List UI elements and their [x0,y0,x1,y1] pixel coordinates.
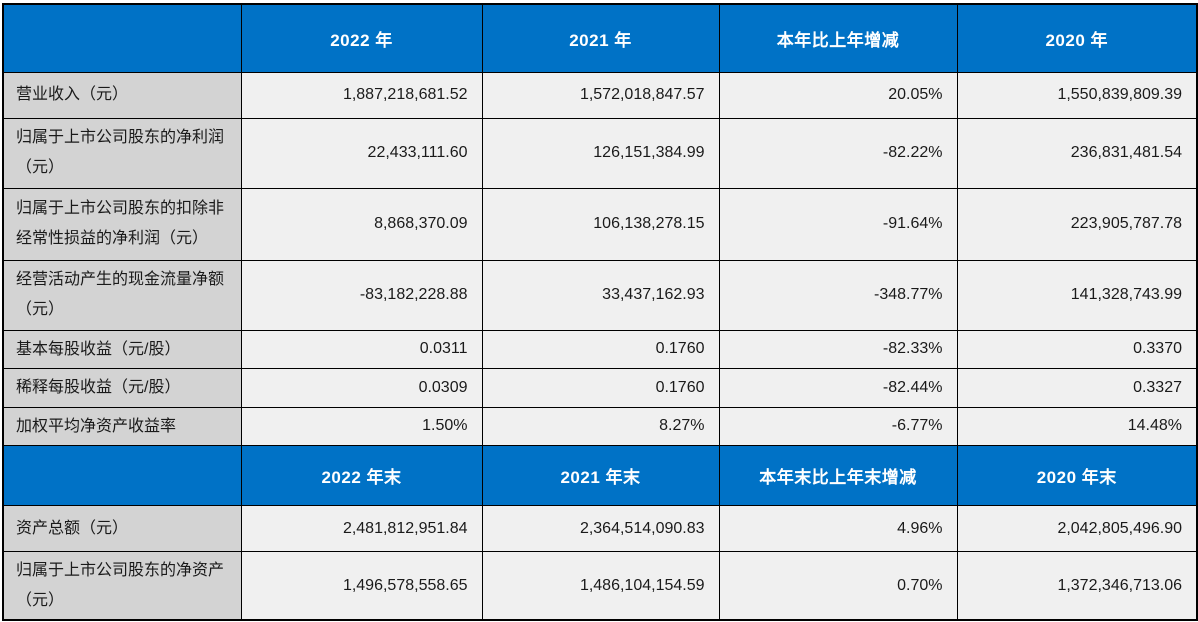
value-2022: 1.50% [240,406,483,447]
table-row-net-assets: 归属于上市公司股东的净资产（元） 1,496,578,558.65 1,486,… [2,551,1198,621]
value-2021: 33,437,162.93 [481,259,720,331]
value-2022: -83,182,228.88 [240,259,483,331]
value-2020: 223,905,787.78 [956,187,1198,261]
row-label: 营业收入（元） [2,71,242,119]
column-header-2021-yearend: 2021 年末 [481,445,720,507]
value-2021: 1,572,018,847.57 [481,71,720,119]
column-header-2022-yearend: 2022 年末 [240,445,483,507]
row-label: 归属于上市公司股东的扣除非经常性损益的净利润（元） [2,187,242,261]
column-header-2020: 2020 年 [956,3,1198,73]
corner-blank-cell [2,445,242,507]
value-change: 0.70% [718,551,958,621]
row-label: 稀释每股收益（元/股） [2,368,242,408]
value-2020: 1,550,839,809.39 [956,71,1198,119]
column-header-2021: 2021 年 [481,3,720,73]
value-2021: 0.1760 [481,329,720,370]
value-2022: 1,496,578,558.65 [240,551,483,621]
value-change: -82.33% [718,329,958,370]
table-row-total-assets: 资产总额（元） 2,481,812,951.84 2,364,514,090.8… [2,505,1198,553]
column-header-yearend-change: 本年末比上年末增减 [718,445,958,507]
table-row-weighted-avg-roe: 加权平均净资产收益率 1.50% 8.27% -6.77% 14.48% [2,406,1198,447]
value-2020: 1,372,346,713.06 [956,551,1198,621]
value-change: -91.64% [718,187,958,261]
section1-header-row: 2022 年 2021 年 本年比上年增减 2020 年 [2,3,1198,73]
row-label: 经营活动产生的现金流量净额（元） [2,259,242,331]
value-2021: 126,151,384.99 [481,117,720,189]
table-row-basic-eps: 基本每股收益（元/股） 0.0311 0.1760 -82.33% 0.3370 [2,329,1198,370]
column-header-yoy-change: 本年比上年增减 [718,3,958,73]
value-change: 4.96% [718,505,958,553]
value-change: -6.77% [718,406,958,447]
value-2022: 2,481,812,951.84 [240,505,483,553]
row-label: 资产总额（元） [2,505,242,553]
value-2021: 8.27% [481,406,720,447]
table-row-net-profit: 归属于上市公司股东的净利润（元） 22,433,111.60 126,151,3… [2,117,1198,189]
row-label: 归属于上市公司股东的净利润（元） [2,117,242,189]
value-2020: 0.3327 [956,368,1198,408]
table-row-diluted-eps: 稀释每股收益（元/股） 0.0309 0.1760 -82.44% 0.3327 [2,368,1198,408]
table-row-revenue: 营业收入（元） 1,887,218,681.52 1,572,018,847.5… [2,71,1198,119]
section2-header-row: 2022 年末 2021 年末 本年末比上年末增减 2020 年末 [2,445,1198,507]
row-label: 基本每股收益（元/股） [2,329,242,370]
value-2022: 0.0311 [240,329,483,370]
column-header-2022: 2022 年 [240,3,483,73]
value-2022: 0.0309 [240,368,483,408]
value-2020: 141,328,743.99 [956,259,1198,331]
column-header-2020-yearend: 2020 年末 [956,445,1198,507]
value-2022: 1,887,218,681.52 [240,71,483,119]
value-2020: 0.3370 [956,329,1198,370]
row-label: 归属于上市公司股东的净资产（元） [2,551,242,621]
value-2021: 0.1760 [481,368,720,408]
corner-blank-cell [2,3,242,73]
value-change: -82.22% [718,117,958,189]
value-change: 20.05% [718,71,958,119]
value-2020: 2,042,805,496.90 [956,505,1198,553]
table-row-operating-cash-flow: 经营活动产生的现金流量净额（元） -83,182,228.88 33,437,1… [2,259,1198,331]
value-2021: 2,364,514,090.83 [481,505,720,553]
table-row-net-profit-excl-nonrecurring: 归属于上市公司股东的扣除非经常性损益的净利润（元） 8,868,370.09 1… [2,187,1198,261]
key-financials-table: 2022 年 2021 年 本年比上年增减 2020 年 营业收入（元） 1,8… [2,3,1198,622]
value-2022: 8,868,370.09 [240,187,483,261]
row-label: 加权平均净资产收益率 [2,406,242,447]
value-change: -348.77% [718,259,958,331]
value-2020: 236,831,481.54 [956,117,1198,189]
value-2021: 1,486,104,154.59 [481,551,720,621]
value-2020: 14.48% [956,406,1198,447]
value-change: -82.44% [718,368,958,408]
value-2022: 22,433,111.60 [240,117,483,189]
value-2021: 106,138,278.15 [481,187,720,261]
